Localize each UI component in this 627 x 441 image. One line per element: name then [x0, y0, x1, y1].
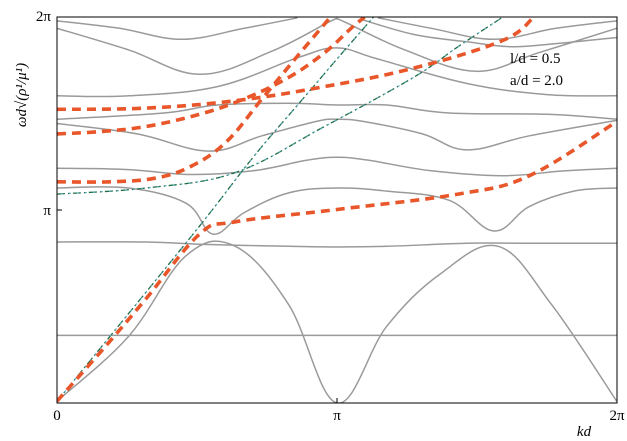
x-tick-label-2: 2π	[609, 408, 625, 424]
x-tick-label-0: 0	[53, 408, 61, 424]
x-axis-label: kd	[577, 424, 592, 440]
annotation-a-over-d: a/d = 2.0	[510, 73, 563, 89]
series-solid-gray-10	[377, 17, 617, 41]
series-dashed-red-12	[57, 120, 617, 403]
x-tick-label-1: π	[333, 408, 341, 424]
series-solid-gray-11	[359, 18, 617, 48]
annotation-l-over-d: l/d = 0.5	[510, 51, 561, 67]
series-solid-gray-1	[57, 240, 617, 403]
series-dashdot-green-17	[57, 17, 503, 195]
y-tick-label-1: 2π	[36, 9, 52, 25]
series-solid-gray-4	[57, 156, 617, 177]
y-tick-label-0: π	[43, 203, 51, 219]
y-axis-label: ωd√(ρ¹/μ¹)	[14, 63, 30, 127]
series-solid-gray-6	[57, 102, 617, 120]
series-dashed-red-13	[57, 17, 331, 184]
series-solid-gray-8	[57, 17, 617, 76]
series-teal-overlay-17	[57, 17, 503, 195]
ticks-layer: 0 π 2π π 2π	[36, 9, 625, 424]
series-solid-gray-9	[57, 17, 298, 41]
series-solid-gray-3	[57, 186, 617, 235]
series-solid-gray-7	[57, 47, 617, 98]
series-solid-gray-2	[57, 241, 617, 248]
series-solid-gray-5	[57, 118, 617, 152]
series-layer	[57, 17, 617, 403]
